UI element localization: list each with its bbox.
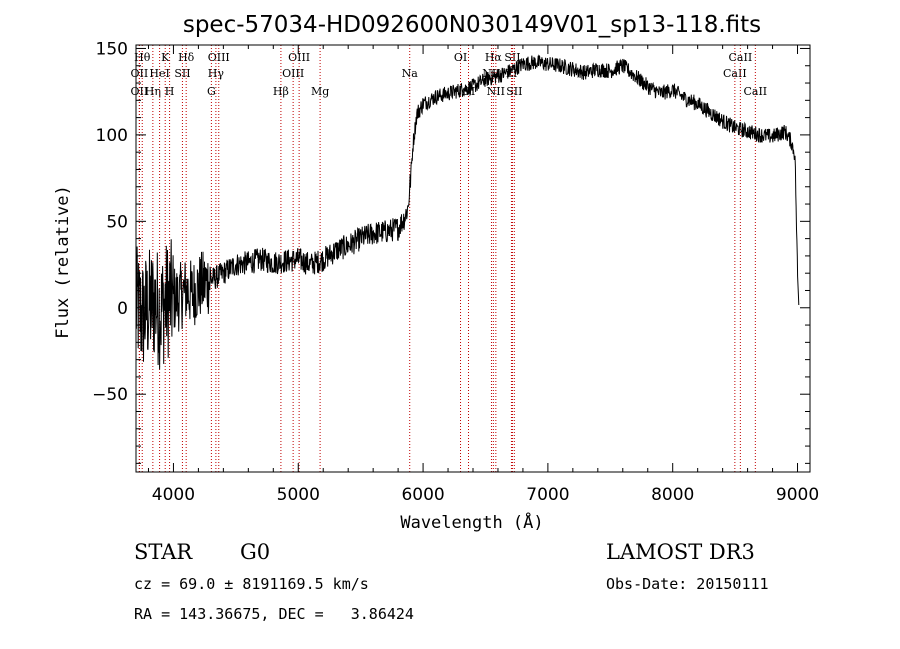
line-label-NII-b: NII (487, 85, 505, 98)
line-label-CaII-b: CaII (729, 51, 753, 64)
redshift-text: cz = 69.0 ± 8191169.5 km/s (134, 575, 369, 593)
line-label-OIII-b: OIII (288, 51, 310, 64)
obs-date: Obs-Date: 20150111 (606, 575, 769, 593)
line-label-Hη: Hη (145, 85, 161, 98)
line-label-OIII-c: OIII (282, 67, 304, 80)
x-tick-label: 4000 (152, 485, 195, 505)
survey-name: LAMOST DR3 (606, 540, 755, 564)
line-label-Hδ: Hδ (178, 51, 195, 64)
line-label-Hα: Hα (485, 51, 503, 64)
line-label-SII-b: SII (506, 85, 522, 98)
y-tick-label: 150 (96, 39, 128, 59)
line-label-G: G (207, 85, 216, 98)
y-tick-label: 50 (106, 212, 128, 232)
y-tick-label: 100 (96, 126, 128, 146)
y-axis-label: Flux (relative) (53, 185, 73, 339)
line-label-Mg: Mg (311, 85, 329, 98)
line-label-Hδ1: Hθ (134, 51, 151, 64)
object-class: STAR (134, 540, 193, 564)
line-label-OIII-a: OIII (208, 51, 230, 64)
x-axis-label: Wavelength (Å) (400, 511, 543, 533)
line-label-CaII-a: CaII (723, 67, 747, 80)
x-tick-label: 9000 (776, 485, 819, 505)
spectrum-line (135, 54, 800, 370)
x-tick-label: 6000 (401, 485, 444, 505)
line-label-Li: Li (506, 67, 517, 80)
line-label-OII2: OII (131, 85, 149, 98)
line-label-K: K (161, 51, 170, 64)
x-tick-label: 5000 (277, 485, 320, 505)
y-tick-label: 0 (117, 299, 128, 319)
chart-title: spec-57034-HD092600N030149V01_sp13-118.f… (183, 12, 761, 38)
line-label-SII: SII (174, 67, 190, 80)
line-label-HeI: HeI (149, 67, 169, 80)
line-label-Hγ: Hγ (208, 67, 225, 80)
line-label-OII: OII (131, 67, 149, 80)
line-label-SII-a: SII (504, 51, 520, 64)
line-label-CaII-c: CaII (743, 85, 767, 98)
object-subclass: G0 (240, 540, 270, 564)
coordinates-text: RA = 143.36675, DEC = 3.86424 (134, 605, 414, 623)
line-label-OI-a: OI (454, 51, 467, 64)
line-label-Hβ: Hβ (273, 85, 289, 98)
line-label-Na: Na (402, 67, 419, 80)
x-tick-label: 8000 (651, 485, 694, 505)
y-tick-label: −50 (92, 385, 128, 405)
line-label-H: H (165, 85, 175, 98)
x-tick-label: 7000 (526, 485, 569, 505)
